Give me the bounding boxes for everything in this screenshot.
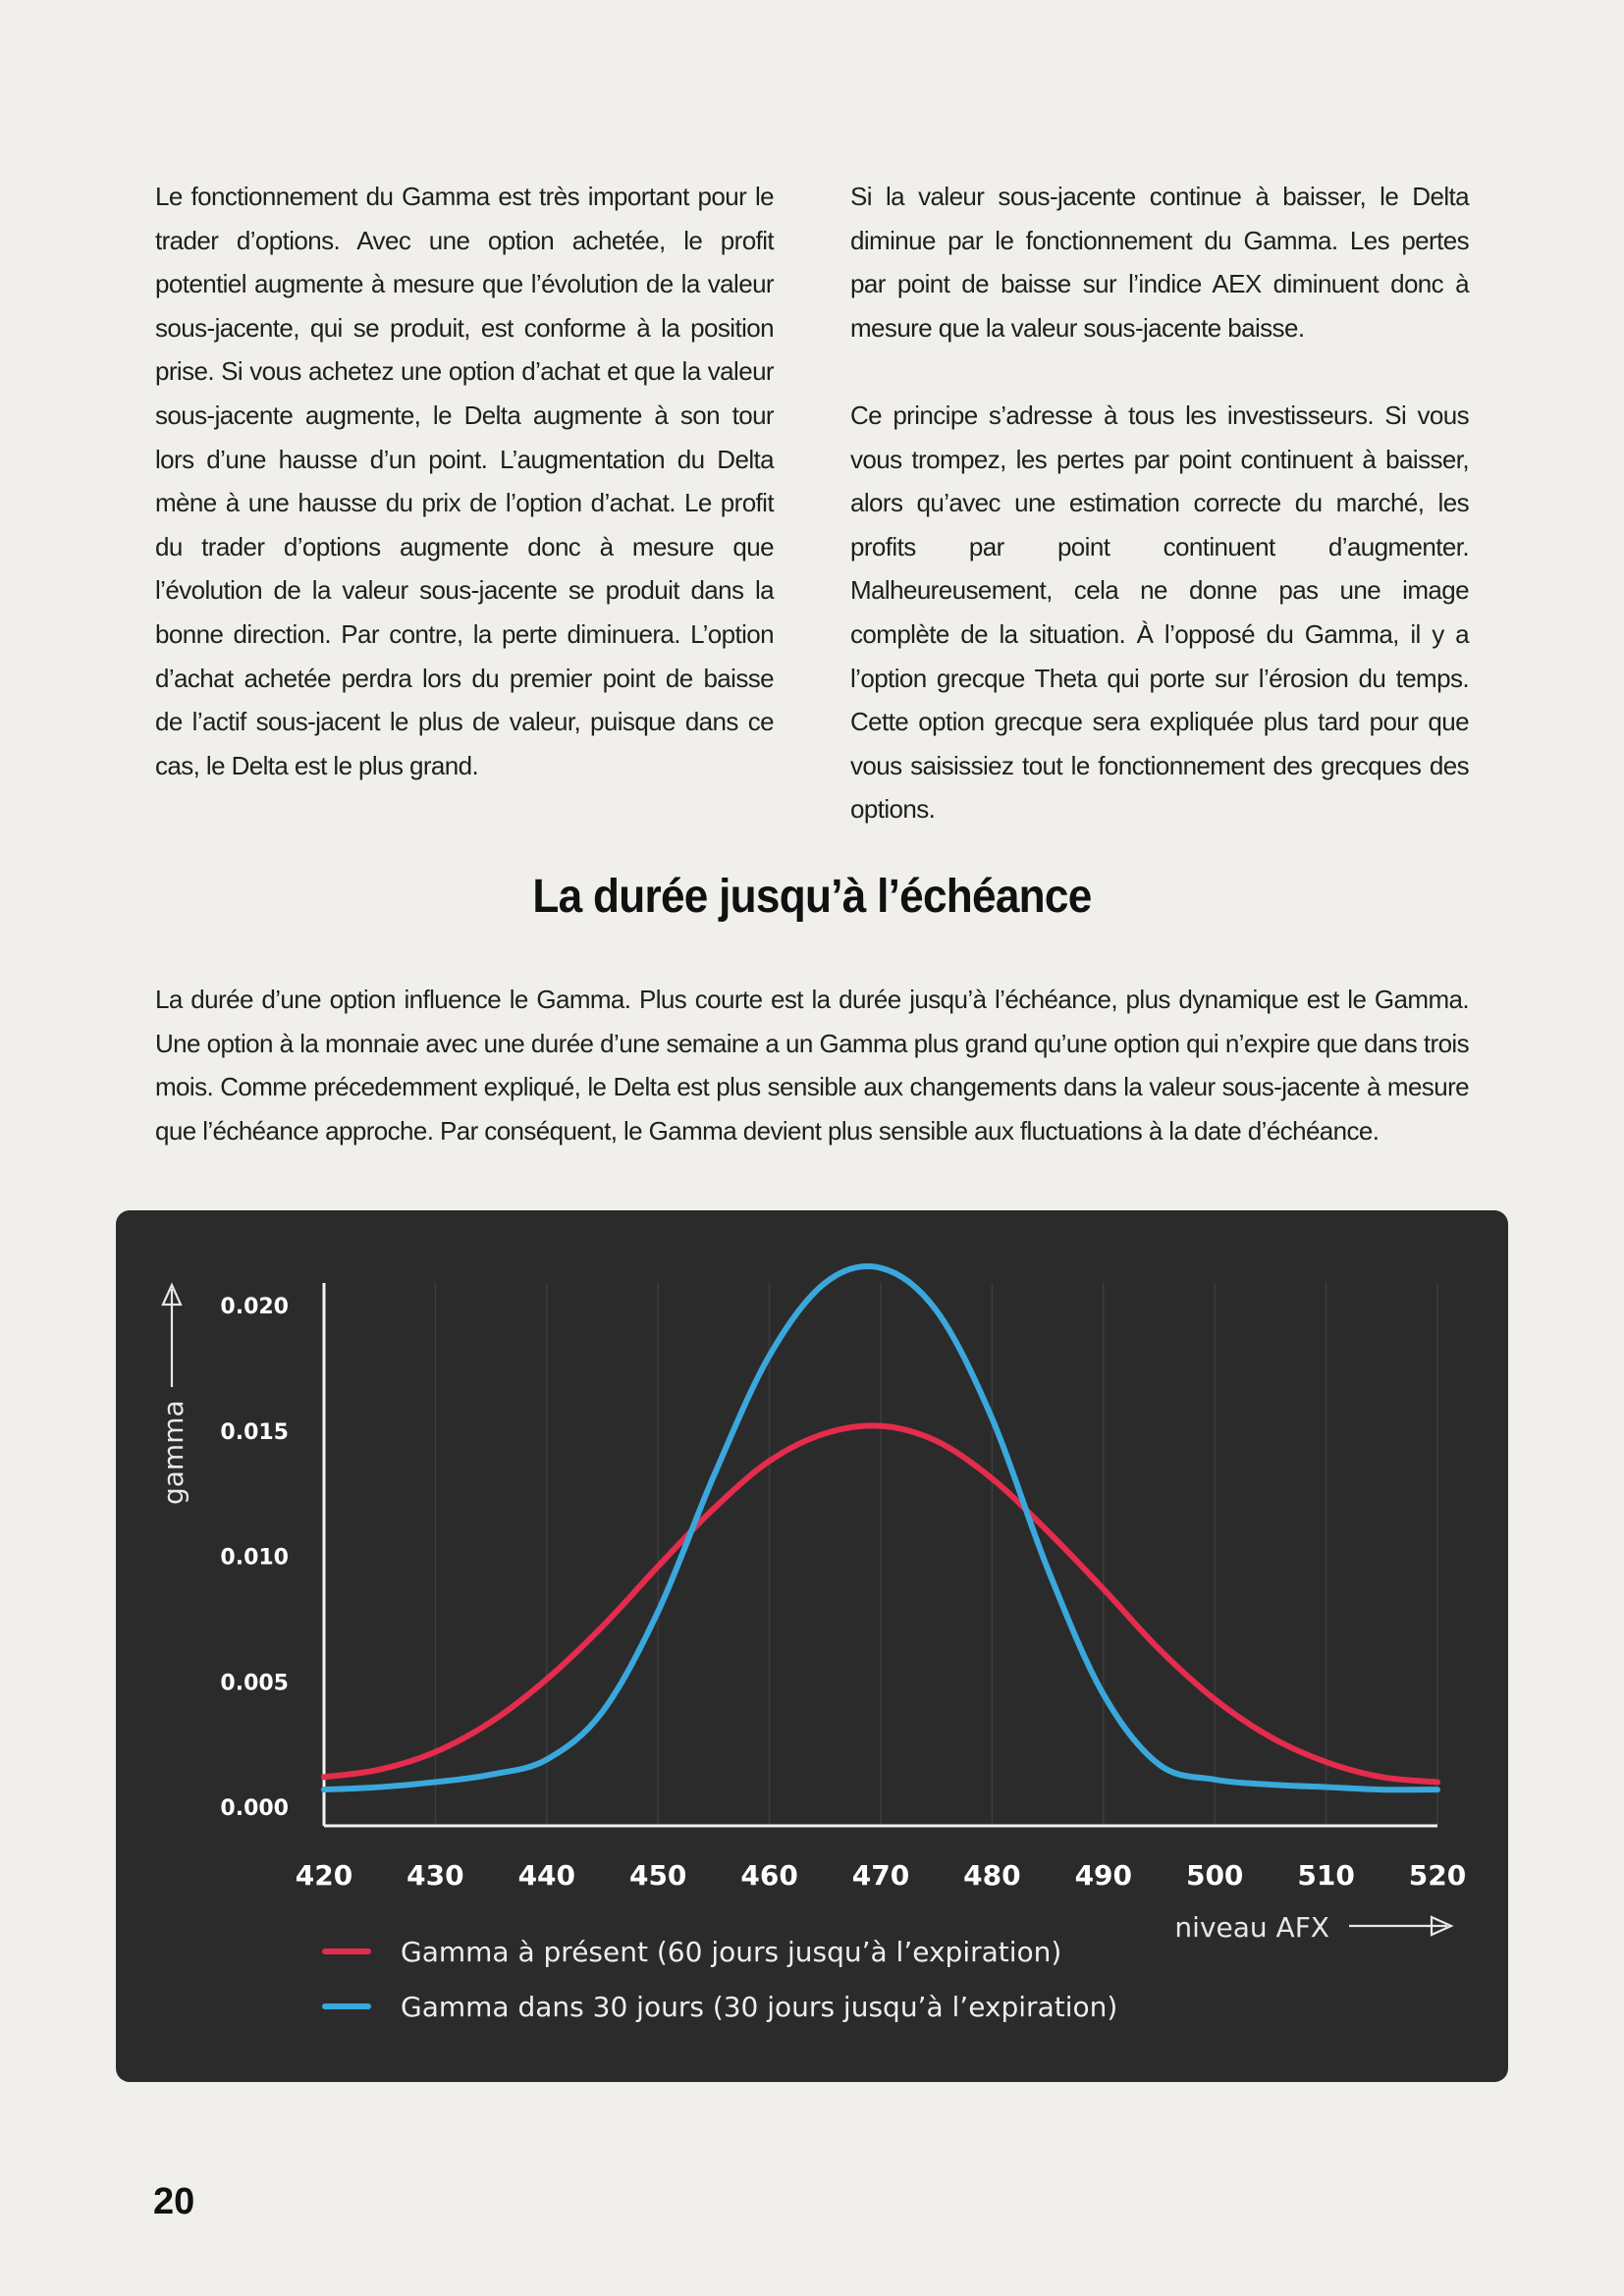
paragraph: Si la valeur sous-jacente continue à bai… [850, 182, 1470, 343]
y-axis-title: gamma [157, 1282, 189, 1505]
gamma-chart-panel: 0.000 0.005 0.010 0.015 0.020 420 430 440 450 46… [116, 1210, 1508, 2082]
legend-label: Gamma à présent (60 jours jusqu’à l’expi… [401, 1936, 1061, 1968]
text-column-right: Si la valeur sous-jacente continue à bai… [850, 175, 1470, 831]
y-tick-label: 0.020 [220, 1295, 289, 1319]
section-heading: La durée jusqu’à l’échéance [532, 871, 1092, 923]
axes [322, 1283, 1437, 1828]
x-tick-label: 460 [740, 1859, 797, 1892]
x-axis-label: niveau AFX [1174, 1911, 1329, 1944]
x-tick-label: 490 [1075, 1859, 1132, 1892]
x-tick-label: 510 [1297, 1859, 1354, 1892]
y-tick-label: 0.010 [220, 1546, 289, 1571]
gamma-chart: 0.000 0.005 0.010 0.015 0.020 420 430 440 450 46… [157, 1263, 1466, 2023]
y-tick-label: 0.005 [220, 1671, 289, 1695]
x-tick-label: 520 [1409, 1859, 1466, 1892]
right-arrow-icon [1349, 1915, 1454, 1937]
page-number: 20 [153, 2181, 195, 2222]
y-axis-label: gamma [157, 1400, 189, 1505]
y-tick-label: 0.015 [220, 1420, 289, 1445]
grid-lines [434, 1283, 1438, 1826]
series-lines [321, 1263, 1440, 1793]
series-line-red [321, 1422, 1440, 1786]
paragraph: Ce principe s’adresse à tous les investi… [850, 400, 1470, 825]
x-tick-label: 470 [852, 1859, 909, 1892]
x-axis-title: niveau AFX [1174, 1911, 1454, 1944]
x-tick-label: 480 [963, 1859, 1020, 1892]
intro-paragraph: La durée d’une option influence le Gamma… [155, 985, 1470, 1146]
x-tick-label: 500 [1186, 1859, 1243, 1892]
legend: Gamma à présent (60 jours jusqu’à l’expi… [322, 1936, 1117, 2023]
x-tick-label: 420 [296, 1859, 352, 1892]
x-tick-labels: 420 430 440 450 460 470 480 490 500 510 520 [296, 1859, 1466, 1892]
series-line-blue [321, 1263, 1440, 1793]
y-tick-labels: 0.000 0.005 0.010 0.015 0.020 [220, 1295, 289, 1821]
legend-label: Gamma dans 30 jours (30 jours jusqu’à l’… [401, 1991, 1117, 2023]
up-arrow-icon [161, 1282, 183, 1387]
x-tick-label: 430 [406, 1859, 463, 1892]
x-tick-label: 440 [518, 1859, 575, 1892]
y-tick-label: 0.000 [220, 1796, 289, 1821]
paragraph: Le fonctionnement du Gamma est très impo… [155, 182, 775, 780]
text-column-left: Le fonctionnement du Gamma est très impo… [155, 175, 775, 787]
x-tick-label: 450 [629, 1859, 686, 1892]
